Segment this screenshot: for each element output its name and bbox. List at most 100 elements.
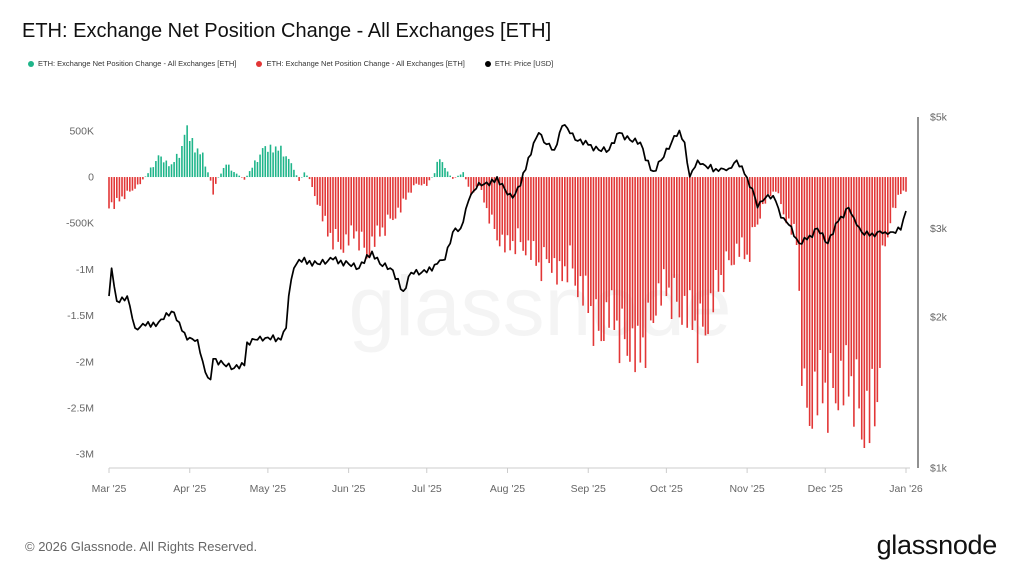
net-position-bar bbox=[566, 177, 569, 283]
net-position-bar bbox=[629, 177, 631, 362]
net-position-bar bbox=[527, 177, 530, 241]
net-position-bar bbox=[373, 177, 376, 247]
net-position-bar bbox=[694, 177, 696, 321]
net-position-bar bbox=[590, 177, 592, 307]
net-position-bar bbox=[293, 169, 295, 178]
net-position-bar bbox=[446, 171, 449, 178]
legend-dot-green bbox=[28, 60, 34, 67]
net-position-bar bbox=[892, 177, 894, 208]
net-position-bar bbox=[334, 177, 337, 229]
net-position-bar bbox=[116, 177, 118, 198]
net-position-bar bbox=[496, 177, 498, 241]
net-position-bar bbox=[636, 177, 639, 326]
net-position-bar bbox=[311, 177, 313, 188]
net-position-bar bbox=[238, 175, 241, 178]
net-position-bar bbox=[306, 175, 308, 178]
net-position-bar bbox=[199, 154, 201, 178]
net-position-bar bbox=[501, 177, 504, 235]
net-position-bar bbox=[712, 177, 715, 313]
net-position-bar bbox=[459, 174, 462, 178]
net-position-bar bbox=[308, 177, 311, 180]
net-position-bar bbox=[735, 177, 738, 244]
net-position-bar bbox=[793, 177, 795, 224]
x-tick-label: Nov '25 bbox=[729, 483, 764, 495]
net-position-bar bbox=[290, 163, 293, 178]
net-position-bar bbox=[603, 177, 605, 341]
net-position-bar bbox=[196, 148, 199, 178]
net-position-bar bbox=[561, 177, 563, 282]
x-tick-label: Jul '25 bbox=[412, 483, 442, 495]
net-position-bar bbox=[475, 177, 478, 187]
net-position-bar bbox=[384, 177, 386, 236]
net-position-bar bbox=[905, 177, 907, 192]
net-position-bar bbox=[326, 177, 329, 237]
net-position-bar bbox=[491, 177, 493, 215]
y-left-tick-label: -1.5M bbox=[67, 310, 94, 322]
net-position-bar bbox=[269, 144, 272, 178]
net-position-bar bbox=[827, 177, 829, 433]
y-right-tick-label: $1k bbox=[930, 463, 948, 475]
net-position-bar bbox=[785, 177, 787, 224]
legend-item-outflow[interactable]: ETH: Exchange Net Position Change - All … bbox=[256, 59, 465, 68]
net-position-bar bbox=[639, 177, 642, 363]
y-left-tick-label: -3M bbox=[76, 449, 94, 461]
legend-label: ETH: Exchange Net Position Change - All … bbox=[266, 59, 465, 68]
legend-item-price[interactable]: ETH: Price [USD] bbox=[484, 59, 553, 68]
net-position-bar bbox=[790, 177, 793, 235]
net-position-bar bbox=[340, 177, 342, 250]
net-position-bar bbox=[769, 177, 772, 197]
net-position-bar bbox=[863, 177, 866, 448]
net-position-bar bbox=[876, 177, 879, 403]
net-position-bar bbox=[194, 152, 196, 178]
net-position-bar bbox=[201, 152, 204, 178]
net-position-bar bbox=[183, 134, 186, 178]
net-position-bar bbox=[235, 173, 238, 178]
net-position-bar bbox=[811, 177, 814, 429]
net-position-bar bbox=[191, 138, 194, 178]
net-position-bar bbox=[256, 162, 259, 178]
brand-logo[interactable]: glassnode bbox=[876, 530, 998, 560]
net-position-bar bbox=[879, 177, 881, 368]
net-position-bar bbox=[649, 177, 652, 321]
net-position-bar bbox=[696, 177, 699, 364]
net-position-bar bbox=[899, 177, 902, 195]
net-position-bar bbox=[522, 177, 524, 251]
net-position-bar bbox=[298, 177, 300, 181]
net-position-bar bbox=[243, 177, 246, 180]
net-position-bar bbox=[483, 177, 485, 203]
net-position-bar bbox=[386, 177, 389, 215]
net-position-bar bbox=[553, 177, 556, 259]
y-right-tick-label: $3k bbox=[930, 223, 948, 235]
net-position-bar bbox=[608, 177, 610, 328]
net-position-bar bbox=[147, 173, 149, 178]
net-position-bar bbox=[212, 177, 214, 195]
price-line bbox=[108, 124, 907, 381]
net-position-bar bbox=[165, 160, 168, 178]
net-position-bar bbox=[457, 175, 459, 178]
net-position-bar bbox=[131, 177, 134, 191]
net-position-bar bbox=[321, 177, 324, 222]
net-position-bar bbox=[761, 177, 764, 205]
net-position-bar bbox=[683, 177, 686, 296]
net-position-bar bbox=[623, 177, 626, 340]
net-position-bar bbox=[498, 177, 501, 247]
net-position-bar bbox=[657, 177, 660, 284]
net-position-bar bbox=[303, 172, 306, 178]
net-position-bar bbox=[157, 155, 160, 178]
net-position-bar bbox=[764, 177, 767, 204]
net-position-bar bbox=[129, 177, 131, 192]
net-position-bar bbox=[662, 177, 665, 270]
net-position-bar bbox=[704, 177, 707, 336]
legend-item-inflow[interactable]: ETH: Exchange Net Position Change - All … bbox=[28, 59, 236, 68]
net-position-bar bbox=[748, 177, 751, 262]
net-position-bar bbox=[394, 177, 397, 219]
net-position-bar bbox=[267, 151, 269, 178]
net-position-bar bbox=[313, 177, 316, 197]
net-position-bar bbox=[277, 150, 280, 178]
net-position-bar bbox=[837, 177, 840, 411]
net-position-bar bbox=[569, 177, 571, 246]
net-position-bar bbox=[873, 177, 876, 427]
net-position-bar bbox=[840, 177, 842, 361]
net-position-bar bbox=[204, 166, 207, 178]
